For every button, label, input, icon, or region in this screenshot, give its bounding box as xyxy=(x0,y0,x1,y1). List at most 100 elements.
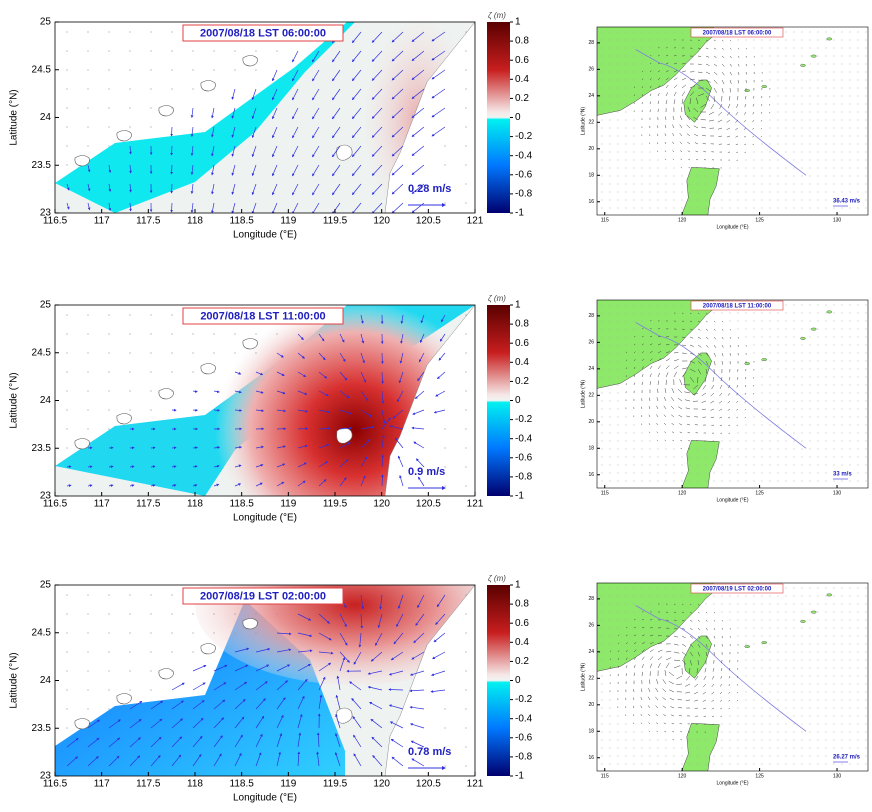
grid-dot xyxy=(858,369,859,370)
grid-dot xyxy=(610,176,611,177)
y-tick-label: 24 xyxy=(40,112,52,123)
grid-dot xyxy=(866,369,867,370)
y-tick-label: 22 xyxy=(588,393,594,399)
grid-dot xyxy=(770,80,771,81)
grid-dot xyxy=(150,333,151,334)
grid-dot xyxy=(770,72,771,73)
grid-dot xyxy=(786,200,787,201)
grid-dot xyxy=(714,176,715,177)
grid-dot xyxy=(858,668,859,669)
grid-dot xyxy=(834,732,835,733)
grid-dot xyxy=(794,764,795,765)
grid-dot xyxy=(802,660,803,661)
grid-dot xyxy=(650,32,651,33)
grid-dot xyxy=(108,708,109,709)
grid-dot xyxy=(698,596,699,597)
grid-dot xyxy=(626,32,627,33)
grid-dot xyxy=(834,192,835,193)
grid-dot xyxy=(108,670,109,671)
grid-dot xyxy=(866,433,867,434)
colorbar-tick-label: -0.2 xyxy=(515,131,533,142)
grid-dot xyxy=(108,69,109,70)
grid-dot xyxy=(786,337,787,338)
grid-dot xyxy=(778,313,779,314)
grid-dot xyxy=(778,748,779,749)
grid-dot xyxy=(626,72,627,73)
grid-dot xyxy=(722,764,723,765)
grid-dot xyxy=(866,96,867,97)
grid-dot xyxy=(171,352,172,353)
grid-dot xyxy=(722,748,723,749)
grid-dot xyxy=(826,377,827,378)
grid-dot xyxy=(650,192,651,193)
grid-dot xyxy=(786,168,787,169)
grid-dot xyxy=(762,353,763,354)
grid-dot xyxy=(610,64,611,65)
grid-dot xyxy=(786,700,787,701)
grid-dot xyxy=(87,594,88,595)
grid-dot xyxy=(255,632,256,633)
x-axis-label: Longitude (°E) xyxy=(716,224,748,230)
grid-dot xyxy=(602,417,603,418)
grid-dot xyxy=(618,401,619,402)
grid-dot xyxy=(778,433,779,434)
grid-dot xyxy=(850,208,851,209)
grid-dot xyxy=(610,457,611,458)
grid-dot xyxy=(802,40,803,41)
grid-dot xyxy=(129,390,130,391)
grid-dot xyxy=(802,377,803,378)
grid-dot xyxy=(834,112,835,113)
grid-dot xyxy=(66,107,67,108)
colorbar-label: ζ (m) xyxy=(488,11,506,20)
grid-dot xyxy=(610,708,611,709)
grid-dot xyxy=(722,441,723,442)
grid-dot xyxy=(770,208,771,209)
grid-dot xyxy=(770,369,771,370)
grid-dot xyxy=(150,689,151,690)
panel-title: 2007/08/19 LST 02:00:00 xyxy=(200,590,326,602)
grid-dot xyxy=(626,596,627,597)
grid-dot xyxy=(866,120,867,121)
grid-dot xyxy=(602,676,603,677)
grid-dot xyxy=(618,724,619,725)
y-tick-label: 28 xyxy=(588,40,594,46)
grid-dot xyxy=(794,628,795,629)
grid-dot xyxy=(690,740,691,741)
grid-dot xyxy=(858,596,859,597)
grid-dot xyxy=(610,473,611,474)
grid-dot xyxy=(682,465,683,466)
grid-dot xyxy=(818,112,819,113)
grid-dot xyxy=(626,756,627,757)
colorbar-tick-label: 0.4 xyxy=(515,74,529,85)
grid-dot xyxy=(826,393,827,394)
grid-dot xyxy=(786,596,787,597)
grid-dot xyxy=(618,64,619,65)
grid-dot xyxy=(866,168,867,169)
grid-dot xyxy=(866,700,867,701)
grid-dot xyxy=(834,168,835,169)
grid-dot xyxy=(610,449,611,450)
grid-dot xyxy=(626,612,627,613)
grid-dot xyxy=(714,192,715,193)
grid-dot xyxy=(834,644,835,645)
grid-dot xyxy=(826,628,827,629)
grid-dot xyxy=(850,337,851,338)
grid-dot xyxy=(794,385,795,386)
y-axis-label: Latitude (°N) xyxy=(580,380,586,408)
grid-dot xyxy=(866,740,867,741)
grid-dot xyxy=(87,31,88,32)
grid-dot xyxy=(786,80,787,81)
grid-dot xyxy=(770,409,771,410)
grid-dot xyxy=(794,353,795,354)
grid-dot xyxy=(642,481,643,482)
grid-dot xyxy=(778,644,779,645)
grid-dot xyxy=(850,716,851,717)
grid-dot xyxy=(746,684,747,685)
islet xyxy=(745,362,750,364)
grid-dot xyxy=(658,160,659,161)
grid-dot xyxy=(762,337,763,338)
grid-dot xyxy=(778,708,779,709)
grid-dot xyxy=(87,333,88,334)
grid-dot xyxy=(602,144,603,145)
grid-dot xyxy=(610,48,611,49)
